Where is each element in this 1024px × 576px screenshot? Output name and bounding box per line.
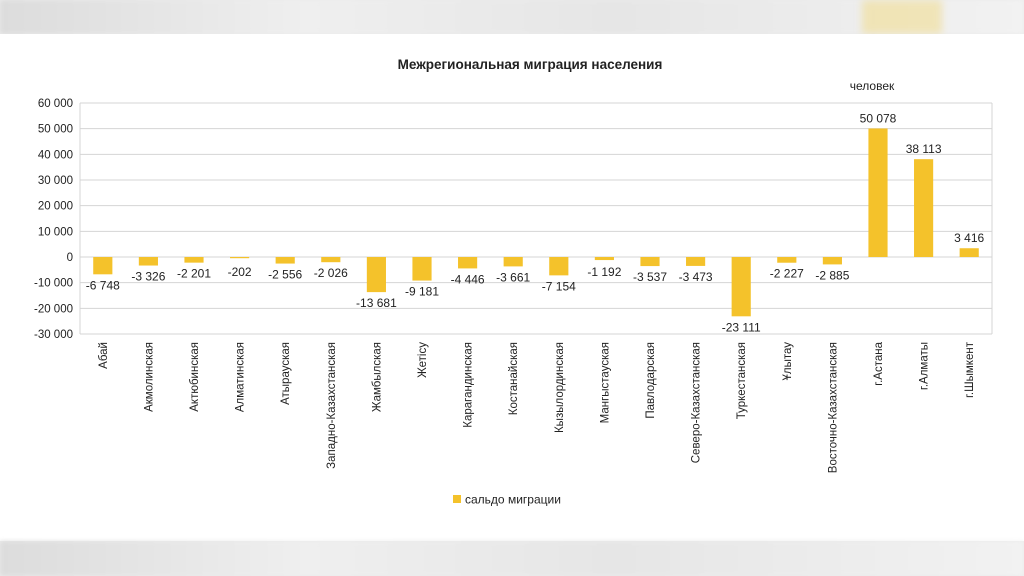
data-label: -1 192 [587, 265, 621, 279]
data-label: 50 078 [860, 111, 897, 125]
bars [93, 128, 979, 317]
chart-card [0, 34, 1024, 541]
category-label: Жамбылская [371, 342, 383, 412]
bar [777, 257, 797, 263]
category-label: Туркестанская [736, 342, 748, 419]
data-label: -202 [228, 265, 252, 279]
category-label: Мангыстауская [599, 342, 611, 423]
blurred-top-band [0, 0, 1024, 34]
bar [412, 257, 432, 281]
bar [321, 257, 341, 263]
migration-bar-chart: Межрегиональная миграция населения челов… [34, 57, 993, 507]
bar [184, 257, 204, 263]
blurred-top-accent [862, 0, 942, 34]
data-label: -2 026 [314, 266, 348, 280]
category-label: Карагандинская [463, 342, 475, 428]
bar [731, 257, 751, 317]
bar [458, 257, 478, 269]
bar [594, 257, 614, 261]
category-label: г.Астана [873, 341, 885, 385]
bar [914, 159, 934, 257]
bar [93, 257, 113, 275]
bar [549, 257, 569, 276]
category-label: Северо-Казахстанская [691, 342, 703, 463]
bar [503, 257, 523, 267]
blurred-bottom-band [0, 541, 1024, 576]
gridlines [79, 102, 993, 335]
data-label: -2 556 [268, 268, 302, 282]
bar [138, 257, 158, 266]
data-label: -7 154 [542, 279, 576, 293]
bar [640, 257, 660, 267]
data-labels: -6 748 -3 326 -2 201 -202 -2 556 -2 026 -13 68… [86, 111, 985, 334]
category-label: Ұлытау [782, 342, 794, 381]
category-label: Костанайская [508, 342, 520, 415]
data-label: -23 111 [722, 320, 761, 334]
y-tick-label: 50 000 [38, 124, 73, 136]
bar [366, 257, 386, 293]
y-tick-label: 40 000 [38, 149, 73, 161]
category-label: Абай [98, 342, 110, 369]
bar [230, 257, 250, 259]
category-label: Актюбинская [189, 342, 201, 412]
category-label: г.Шымкент [964, 341, 976, 398]
data-label: -2 227 [770, 267, 804, 281]
legend-swatch [453, 495, 461, 503]
y-tick-label: 20 000 [38, 201, 73, 213]
bar [686, 257, 706, 266]
data-label: -9 181 [405, 285, 439, 299]
category-label: Жетісу [417, 342, 429, 378]
y-axis-tick-labels: 60 000 50 000 40 000 30 000 20 000 10 000 0 -10… [34, 98, 73, 341]
data-label: -2 885 [815, 268, 849, 282]
data-label: -4 446 [451, 272, 485, 286]
data-label: -2 201 [177, 267, 211, 281]
category-label: Кызылординская [554, 342, 566, 433]
bar [275, 257, 295, 264]
data-label: -13 681 [356, 296, 397, 310]
data-label: 3 416 [954, 231, 984, 245]
category-labels: Абай Акмолинская Актюбинская Алматинская Аты… [98, 341, 976, 473]
y-tick-label: 0 [67, 252, 73, 264]
data-label: -3 326 [131, 270, 165, 284]
y-tick-label: 60 000 [38, 98, 73, 110]
y-tick-label: 30 000 [38, 175, 73, 187]
data-label: -3 537 [633, 270, 667, 284]
category-label: г.Алматы [919, 342, 931, 390]
y-tick-label: -30 000 [34, 329, 73, 341]
category-label: Акмолинская [143, 342, 155, 412]
y-tick-label: 10 000 [38, 226, 73, 238]
y-tick-label: -10 000 [34, 278, 73, 290]
data-label: -3 661 [496, 270, 530, 284]
data-label: -3 473 [679, 270, 713, 284]
unit-label: человек [850, 79, 895, 93]
category-label: Атырауская [280, 342, 292, 405]
y-tick-label: -20 000 [34, 303, 73, 315]
category-label: Павлодарская [645, 342, 657, 419]
bar [959, 248, 979, 257]
bar [868, 128, 888, 257]
bar [822, 257, 842, 265]
category-label: Алматинская [235, 342, 247, 412]
category-label: Западно-Казахстанская [326, 342, 338, 469]
legend-label: сальдо миграции [465, 493, 561, 507]
category-label: Восточно-Казахстанская [827, 342, 839, 473]
legend: сальдо миграции [453, 493, 561, 507]
chart-title: Межрегиональная миграция населения [398, 57, 663, 72]
data-label: 38 113 [906, 142, 942, 156]
data-label: -6 748 [86, 278, 120, 292]
